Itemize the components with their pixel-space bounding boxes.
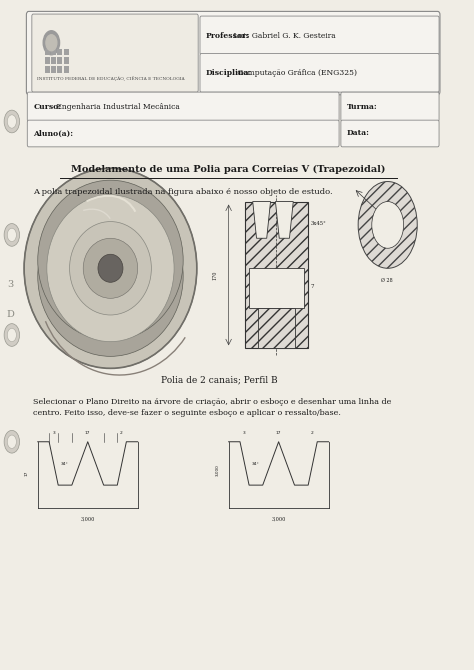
Text: Turma:: Turma: — [347, 103, 378, 111]
Text: Engenharia Industrial Mecânica: Engenharia Industrial Mecânica — [54, 103, 180, 111]
Circle shape — [4, 224, 19, 247]
Text: 34°: 34° — [252, 462, 260, 466]
Text: 2: 2 — [119, 431, 122, 435]
Bar — [57, 49, 62, 56]
Text: 3,000: 3,000 — [272, 517, 286, 521]
FancyBboxPatch shape — [27, 11, 440, 94]
Text: 170: 170 — [212, 270, 218, 279]
Text: Luis Gabriel G. K. Gesteira: Luis Gabriel G. K. Gesteira — [231, 32, 336, 40]
Bar — [245, 202, 308, 348]
Bar — [64, 58, 69, 64]
Text: 2: 2 — [310, 431, 313, 435]
Text: 3,000: 3,000 — [215, 464, 219, 476]
Ellipse shape — [70, 222, 151, 315]
Polygon shape — [253, 202, 271, 239]
Text: 3,000: 3,000 — [81, 517, 95, 521]
Text: Ø 28: Ø 28 — [381, 277, 392, 283]
FancyBboxPatch shape — [32, 14, 198, 92]
Circle shape — [4, 324, 19, 346]
Text: 34°: 34° — [61, 462, 69, 466]
FancyBboxPatch shape — [341, 120, 439, 147]
Polygon shape — [275, 202, 293, 239]
Bar — [258, 308, 294, 348]
FancyBboxPatch shape — [200, 16, 439, 55]
Bar — [45, 66, 50, 73]
Ellipse shape — [24, 168, 197, 368]
Text: 3x45°: 3x45° — [310, 221, 326, 226]
Circle shape — [372, 202, 403, 249]
Circle shape — [7, 328, 17, 342]
FancyBboxPatch shape — [27, 92, 339, 121]
Ellipse shape — [83, 239, 138, 298]
Circle shape — [7, 228, 17, 242]
Bar — [64, 49, 69, 56]
FancyBboxPatch shape — [341, 92, 439, 121]
Text: 17: 17 — [24, 470, 28, 476]
Circle shape — [4, 110, 19, 133]
Text: Selecionar o Plano Direito na árvore de criação, abrir o esboço e desenhar uma l: Selecionar o Plano Direito na árvore de … — [33, 399, 392, 417]
Text: Polia de 2 canais; Perfil B: Polia de 2 canais; Perfil B — [161, 375, 278, 384]
Circle shape — [43, 31, 60, 55]
Bar — [51, 58, 56, 64]
Bar — [51, 66, 56, 73]
Text: D: D — [7, 310, 15, 320]
Text: INSTITUTO FEDERAL DE EDUCAÇÃO, CIÊNCIA E TECNOLOGIA: INSTITUTO FEDERAL DE EDUCAÇÃO, CIÊNCIA E… — [36, 76, 184, 82]
Bar — [45, 49, 50, 56]
Text: Curso:: Curso: — [33, 103, 61, 111]
Bar — [51, 49, 56, 56]
Text: 3: 3 — [243, 431, 246, 435]
Text: Modelamento de uma Polia para Correias V (Trapezoidal): Modelamento de uma Polia para Correias V… — [72, 165, 386, 174]
Text: 17: 17 — [85, 431, 91, 435]
Text: A polia trapezoidal ilustrada na figura abaixo é nosso objeto de estudo.: A polia trapezoidal ilustrada na figura … — [33, 188, 333, 196]
Text: Aluno(a):: Aluno(a): — [33, 129, 73, 137]
Bar — [45, 58, 50, 64]
Circle shape — [7, 115, 17, 128]
Ellipse shape — [38, 196, 183, 356]
FancyBboxPatch shape — [27, 120, 339, 147]
Text: 3: 3 — [7, 281, 13, 289]
Bar — [249, 268, 304, 308]
Ellipse shape — [47, 195, 174, 342]
Bar — [57, 66, 62, 73]
Ellipse shape — [98, 255, 123, 282]
Text: 17: 17 — [276, 431, 282, 435]
Bar — [57, 58, 62, 64]
Text: 3: 3 — [52, 431, 55, 435]
Circle shape — [46, 35, 57, 51]
Ellipse shape — [38, 180, 183, 340]
Text: Professor:: Professor: — [206, 32, 250, 40]
Bar — [64, 66, 69, 73]
Text: Data:: Data: — [347, 129, 370, 137]
Text: Computação Gráfica (ENG325): Computação Gráfica (ENG325) — [236, 70, 357, 78]
Circle shape — [4, 430, 19, 453]
Text: Disciplina:: Disciplina: — [206, 70, 252, 78]
Circle shape — [358, 182, 417, 268]
FancyBboxPatch shape — [200, 54, 439, 92]
Text: 7: 7 — [310, 284, 314, 289]
Circle shape — [7, 435, 17, 448]
